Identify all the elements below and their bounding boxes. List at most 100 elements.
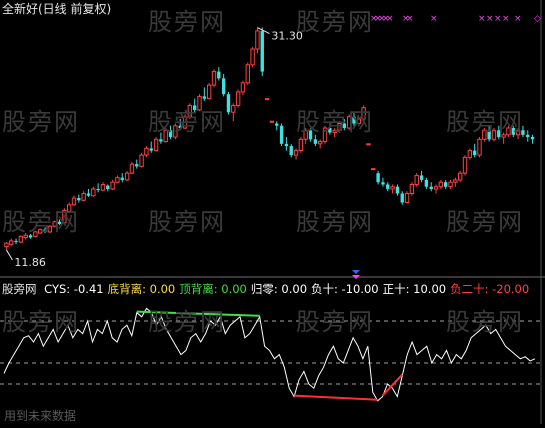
indicator-item: 负十: -10.00 — [311, 282, 379, 296]
indicator-item: 正十: 10.00 — [382, 282, 447, 296]
candle-body — [284, 143, 289, 147]
candle-body — [467, 150, 473, 158]
bottom-note: 用到未来数据 — [4, 409, 77, 423]
candle-body — [124, 172, 130, 181]
candle-body — [376, 173, 380, 183]
candle-body — [515, 129, 521, 136]
candle-body — [173, 125, 178, 138]
candle-body — [71, 197, 77, 206]
signal-mark: × — [374, 14, 382, 24]
candle-body — [96, 188, 100, 191]
candle-body — [313, 139, 318, 144]
candle-body — [390, 186, 395, 190]
candle-body — [106, 185, 110, 189]
candle-body — [308, 130, 313, 140]
candle-body — [409, 183, 415, 194]
candle-body — [352, 116, 356, 124]
candle-body — [110, 181, 115, 190]
indicator-item: 顶背离: 0.00 — [179, 282, 247, 296]
candle-body — [231, 104, 236, 113]
candle-body — [328, 128, 332, 133]
candle-body — [260, 30, 264, 72]
candle-body — [115, 177, 120, 183]
candle-body — [275, 123, 279, 126]
candle-body — [453, 179, 458, 183]
candle-body — [4, 242, 9, 248]
candle-body — [240, 82, 246, 93]
candle-body — [404, 192, 410, 204]
indicator-bar: 股旁网 CYS: -0.41 底背离: 0.00 顶背离: 0.00 归零: 0.00… — [2, 281, 537, 297]
candle-body — [269, 120, 275, 123]
candle-body — [386, 184, 390, 189]
candle-body — [250, 48, 255, 66]
candle-body — [197, 95, 202, 111]
candle-body — [279, 125, 284, 144]
candle-body — [371, 168, 376, 171]
candle-body — [47, 225, 53, 233]
top-divergence-line — [136, 310, 260, 317]
candle-body — [346, 116, 352, 129]
candle-body — [52, 221, 57, 227]
candle-body — [202, 96, 207, 99]
bottom-divergence-line — [294, 394, 378, 401]
candle-body — [18, 235, 24, 243]
candle-body — [100, 183, 106, 191]
candle-body — [530, 137, 535, 140]
indicator-item: 负二十: -20.00 — [450, 282, 530, 296]
candle-body — [511, 128, 515, 135]
candle-body — [178, 125, 182, 129]
candle-body — [322, 127, 328, 143]
candle-body — [159, 139, 163, 142]
signal-mark: × — [494, 14, 502, 24]
candle-body — [317, 141, 323, 145]
signal-mark: × — [486, 14, 494, 24]
candle-body — [448, 181, 453, 188]
indicator-item: 底背离: 0.00 — [107, 282, 176, 296]
candle-body — [414, 174, 419, 185]
candle-body — [86, 193, 91, 196]
candle-body — [429, 186, 433, 189]
candle-body — [153, 138, 159, 152]
candle-body — [226, 94, 231, 113]
indicator-values: CYS: -0.41 底背离: 0.00 顶背离: 0.00 归零: 0.00 负十: … — [44, 282, 533, 296]
signal-mark: × — [430, 14, 438, 24]
candle-body — [163, 129, 168, 143]
candle-body — [501, 134, 506, 138]
candle-body — [298, 138, 304, 152]
candle-body — [506, 127, 511, 136]
candle-body — [419, 175, 424, 180]
signal-mark: × — [514, 14, 522, 24]
signal-mark: × — [386, 14, 394, 24]
candle-body — [521, 130, 525, 135]
candle-body — [235, 91, 241, 106]
candle-body — [144, 147, 149, 156]
arrow-marker — [352, 270, 360, 274]
candle-body — [444, 182, 448, 187]
candle-body — [66, 204, 72, 213]
candle-body — [192, 105, 197, 110]
candle-body — [457, 172, 463, 181]
candle-body — [332, 129, 337, 134]
candle-body — [264, 98, 270, 101]
candle-body — [139, 154, 144, 167]
chart-title: 全新好(日线 前复权) — [2, 2, 112, 16]
candle-body — [342, 123, 347, 129]
candle-body — [497, 130, 501, 138]
signal-mark: × — [370, 14, 378, 24]
candle-body — [438, 181, 444, 188]
candle-body — [303, 129, 308, 140]
candle-body — [293, 150, 299, 156]
signal-mark: × — [478, 14, 486, 24]
candle-body — [356, 118, 361, 125]
candle-body — [424, 179, 429, 187]
candle-body — [168, 130, 173, 138]
indicator-item: 归零: 0.00 — [250, 282, 308, 296]
candle-body — [57, 221, 62, 224]
low-label: 11.86 — [14, 256, 46, 269]
candle-body — [482, 129, 487, 140]
candle-body — [400, 193, 404, 203]
signal-mark: × — [406, 14, 414, 24]
candle-body — [211, 71, 217, 86]
candle-body — [433, 186, 439, 190]
